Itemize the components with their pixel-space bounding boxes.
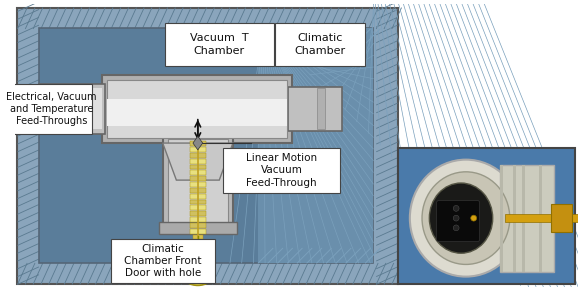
Bar [190, 153, 206, 158]
Bar [191, 269, 205, 273]
Ellipse shape [410, 160, 522, 277]
Bar [17, 8, 398, 284]
Bar [107, 99, 287, 127]
Bar [513, 164, 516, 272]
Ellipse shape [453, 225, 459, 231]
Bar [190, 164, 206, 169]
Bar [39, 84, 105, 134]
Bar [190, 147, 206, 152]
Bar [539, 164, 542, 272]
Bar [190, 229, 206, 234]
Bar [288, 86, 342, 131]
Bar [191, 249, 205, 253]
FancyBboxPatch shape [436, 200, 480, 242]
Bar [258, 28, 373, 263]
Bar [168, 139, 228, 227]
Bar [102, 75, 292, 143]
Bar [193, 254, 203, 258]
FancyBboxPatch shape [12, 84, 91, 134]
Bar [193, 244, 203, 248]
Bar [500, 164, 554, 272]
Bar [505, 214, 578, 222]
Bar [191, 239, 205, 244]
FancyBboxPatch shape [223, 148, 340, 193]
Bar [190, 223, 206, 228]
Bar [193, 264, 203, 268]
Ellipse shape [422, 172, 510, 265]
Bar [551, 205, 572, 232]
Text: Climatic
Chamber: Climatic Chamber [294, 33, 345, 56]
Bar [190, 176, 206, 181]
Ellipse shape [429, 183, 492, 253]
Ellipse shape [453, 215, 459, 221]
Bar [163, 136, 233, 229]
Bar [42, 88, 102, 129]
Bar [39, 28, 373, 263]
Ellipse shape [470, 215, 477, 221]
Bar [190, 217, 206, 222]
Bar [107, 80, 287, 138]
Text: Linear Motion
Vacuum
Feed-Through: Linear Motion Vacuum Feed-Through [246, 153, 317, 188]
FancyBboxPatch shape [111, 239, 216, 283]
Bar [191, 259, 205, 263]
Bar [190, 182, 206, 187]
Text: Vacuum  T
Chamber: Vacuum T Chamber [190, 33, 249, 56]
Bar [188, 250, 208, 258]
Bar [190, 211, 206, 216]
Bar [317, 88, 324, 129]
Bar [190, 205, 206, 210]
Bar [190, 141, 206, 146]
Ellipse shape [453, 205, 459, 211]
FancyBboxPatch shape [165, 23, 274, 66]
Bar [190, 188, 206, 193]
Ellipse shape [183, 266, 213, 285]
Text: Electrical, Vacuum
and Temperature
Feed-Throughs: Electrical, Vacuum and Temperature Feed-… [6, 92, 97, 126]
Bar [159, 222, 237, 234]
Bar [500, 164, 503, 272]
Bar [193, 235, 203, 239]
Bar [190, 170, 206, 175]
Bar [190, 200, 206, 205]
Bar [523, 164, 525, 272]
FancyBboxPatch shape [275, 23, 365, 66]
Text: Climatic
Chamber Front
Door with hole: Climatic Chamber Front Door with hole [124, 244, 202, 278]
Polygon shape [193, 136, 203, 150]
Bar [398, 148, 575, 284]
Bar [190, 194, 206, 199]
Polygon shape [163, 143, 233, 180]
Bar [190, 159, 206, 164]
